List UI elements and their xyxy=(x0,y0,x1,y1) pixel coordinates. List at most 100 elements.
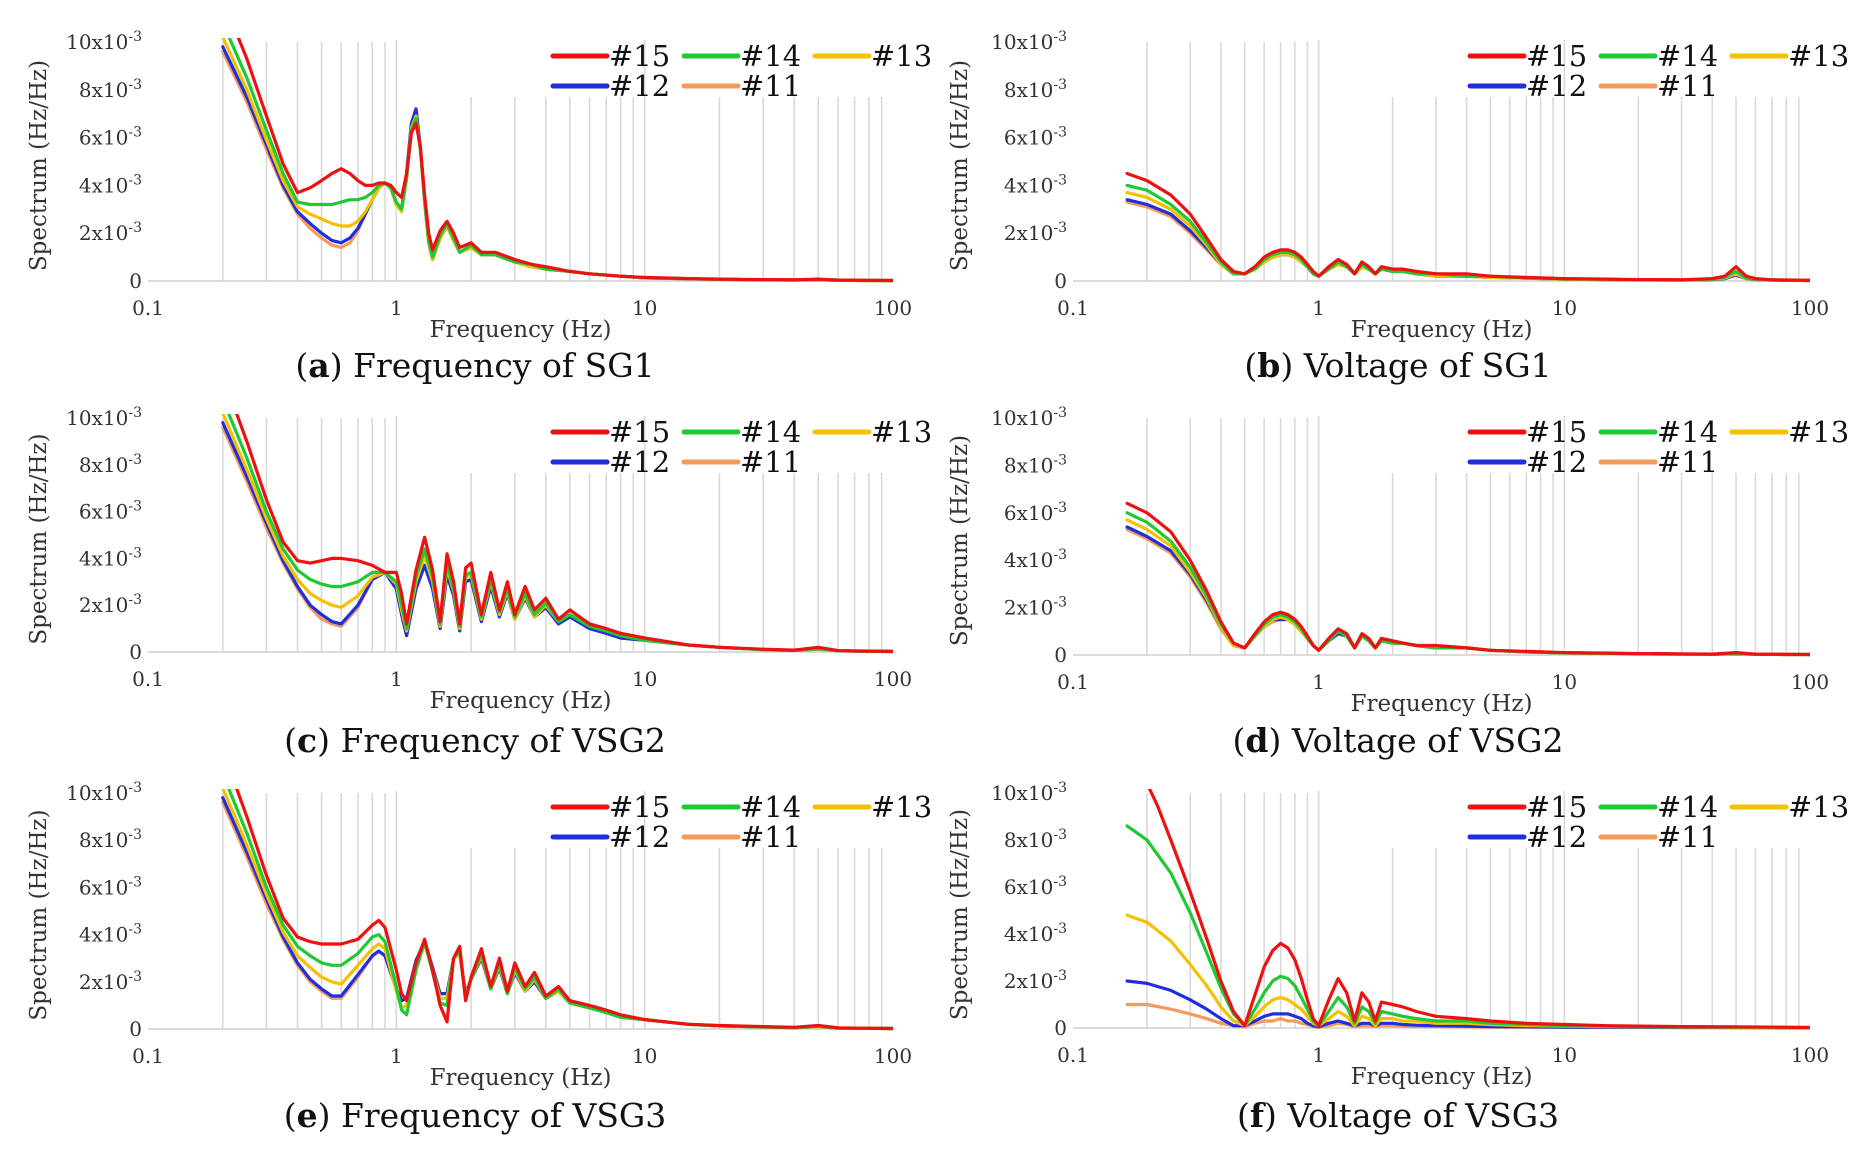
series-line-13 xyxy=(1125,913,1810,1030)
x-axis-title: Frequency (Hz) xyxy=(1351,317,1533,343)
legend-label: #12 xyxy=(609,69,670,103)
y-tick-label: 4x10-3 xyxy=(79,922,142,947)
x-tick-label: 0.1 xyxy=(1057,1043,1089,1067)
y-axis-title: Spectrum (Hz/Hz) xyxy=(26,809,52,1020)
y-tick-label: 2x10-3 xyxy=(79,220,142,245)
panel-caption: (b) Voltage of SG1 xyxy=(1244,346,1551,385)
x-tick-label: 1 xyxy=(390,667,403,691)
panel-caption: (f) Voltage of VSG3 xyxy=(1237,1096,1559,1135)
legend-label: #11 xyxy=(740,445,801,479)
legend-label: #15 xyxy=(1526,415,1587,449)
x-axis-title: Frequency (Hz) xyxy=(430,688,612,714)
series-line-15 xyxy=(1147,789,1810,1030)
panel-b: 0 2x10-3 4x10-3 6x10-3 8x10-3 10x10-3 0.1 1 10 10… xyxy=(947,29,1849,385)
y-tick-label: 6x10-3 xyxy=(1004,500,1067,525)
y-tick-label: 0 xyxy=(129,640,142,664)
series-line-15 xyxy=(1125,171,1810,282)
x-tick-label: 100 xyxy=(1791,296,1829,320)
y-tick-label: 10x10-3 xyxy=(991,780,1067,805)
y-tick-label: 0 xyxy=(1054,269,1067,293)
series-line-14 xyxy=(1125,511,1810,657)
y-tick-label: 6x10-3 xyxy=(1004,874,1067,899)
x-tick-label: 10 xyxy=(1552,1043,1577,1067)
x-tick-label: 10 xyxy=(632,667,657,691)
y-tick-label: 8x10-3 xyxy=(79,77,142,102)
y-tick-label: 0 xyxy=(129,269,142,293)
x-tick-label: 0.1 xyxy=(1057,296,1089,320)
legend: #15 #14 #13 #12 #11 xyxy=(550,790,932,854)
x-tick-label: 100 xyxy=(1791,1043,1829,1067)
series-lines xyxy=(221,789,893,1031)
legend-label: #13 xyxy=(1788,790,1849,824)
y-tick-label: 8x10-3 xyxy=(1004,452,1067,477)
x-tick-label: 1 xyxy=(1312,296,1325,320)
legend-label: #13 xyxy=(871,415,932,449)
y-tick-label: 8x10-3 xyxy=(1004,827,1067,852)
legend-label: #14 xyxy=(1657,415,1718,449)
legend: #15 #14 #13 #12 #11 xyxy=(1467,415,1849,479)
series-lines xyxy=(1125,501,1810,657)
y-tick-label: 4x10-3 xyxy=(1004,172,1067,197)
y-tick-label: 8x10-3 xyxy=(79,827,142,852)
x-tick-label: 0.1 xyxy=(132,667,164,691)
y-tick-label: 6x10-3 xyxy=(79,499,142,524)
x-tick-label: 1 xyxy=(1312,670,1325,694)
legend: #15 #14 #13 #12 #11 xyxy=(550,415,932,479)
panel-caption: (e) Frequency of VSG3 xyxy=(284,1096,667,1135)
x-tick-label: 1 xyxy=(1312,1043,1325,1067)
gridlines xyxy=(221,791,883,1029)
legend-label: #13 xyxy=(871,39,932,73)
y-tick-label: 8x10-3 xyxy=(79,452,142,477)
legend-label: #14 xyxy=(740,39,801,73)
legend-label: #12 xyxy=(1526,445,1587,479)
legend-label: #11 xyxy=(1657,820,1718,854)
series-line-15 xyxy=(235,789,893,1031)
series-line-15 xyxy=(236,38,893,283)
y-tick-label: 2x10-3 xyxy=(79,969,142,994)
legend-label: #15 xyxy=(609,39,670,73)
y-tick-label: 2x10-3 xyxy=(1004,968,1067,993)
x-tick-label: 1 xyxy=(390,296,403,320)
y-tick-label: 10x10-3 xyxy=(66,405,142,430)
x-tick-label: 1 xyxy=(390,1044,403,1068)
y-tick-label: 10x10-3 xyxy=(66,780,142,805)
y-tick-label: 2x10-3 xyxy=(1004,595,1067,620)
y-tick-label: 0 xyxy=(1054,1016,1067,1040)
panel-caption: (c) Frequency of VSG2 xyxy=(284,721,666,760)
panel-d: 0 2x10-3 4x10-3 6x10-3 8x10-3 10x10-3 0.1 1 10 10… xyxy=(947,405,1849,760)
panel-f: 0 2x10-3 4x10-3 6x10-3 8x10-3 10x10-3 0.1 1 10 10… xyxy=(947,780,1849,1135)
y-tick-label: 10x10-3 xyxy=(991,405,1067,430)
y-tick-label: 4x10-3 xyxy=(79,172,142,197)
panel-caption: (a) Frequency of SG1 xyxy=(295,346,654,385)
series-lines xyxy=(221,38,893,283)
x-tick-label: 100 xyxy=(1791,670,1829,694)
legend: #15 #14 #13 #12 #11 xyxy=(1467,39,1849,103)
y-tick-label: 10x10-3 xyxy=(991,29,1067,54)
legend-label: #13 xyxy=(1788,415,1849,449)
y-tick-label: 6x10-3 xyxy=(79,874,142,899)
y-tick-label: 4x10-3 xyxy=(1004,547,1067,572)
x-tick-label: 10 xyxy=(632,296,657,320)
gridlines xyxy=(1146,791,1800,1028)
series-lines xyxy=(221,414,893,654)
x-axis-title: Frequency (Hz) xyxy=(1351,691,1533,717)
y-axis-title: Spectrum (Hz/Hz) xyxy=(947,435,973,646)
legend: #15 #14 #13 #12 #11 xyxy=(550,39,932,103)
legend-label: #12 xyxy=(609,445,670,479)
legend-label: #11 xyxy=(740,820,801,854)
x-axis-title: Frequency (Hz) xyxy=(430,317,612,343)
series-lines xyxy=(1125,789,1810,1030)
gridlines xyxy=(1146,416,1800,655)
y-tick-label: 8x10-3 xyxy=(1004,77,1067,102)
legend-label: #14 xyxy=(1657,790,1718,824)
legend: #15 #14 #13 #12 #11 xyxy=(1467,790,1849,854)
y-axis-title: Spectrum (Hz/Hz) xyxy=(26,60,52,271)
series-lines xyxy=(1125,171,1810,283)
legend-label: #12 xyxy=(609,820,670,854)
y-axis-title: Spectrum (Hz/Hz) xyxy=(26,433,52,644)
y-tick-label: 10x10-3 xyxy=(66,29,142,54)
legend-label: #15 xyxy=(609,415,670,449)
legend-label: #15 xyxy=(1526,790,1587,824)
legend-label: #15 xyxy=(1526,39,1587,73)
legend-label: #14 xyxy=(740,415,801,449)
